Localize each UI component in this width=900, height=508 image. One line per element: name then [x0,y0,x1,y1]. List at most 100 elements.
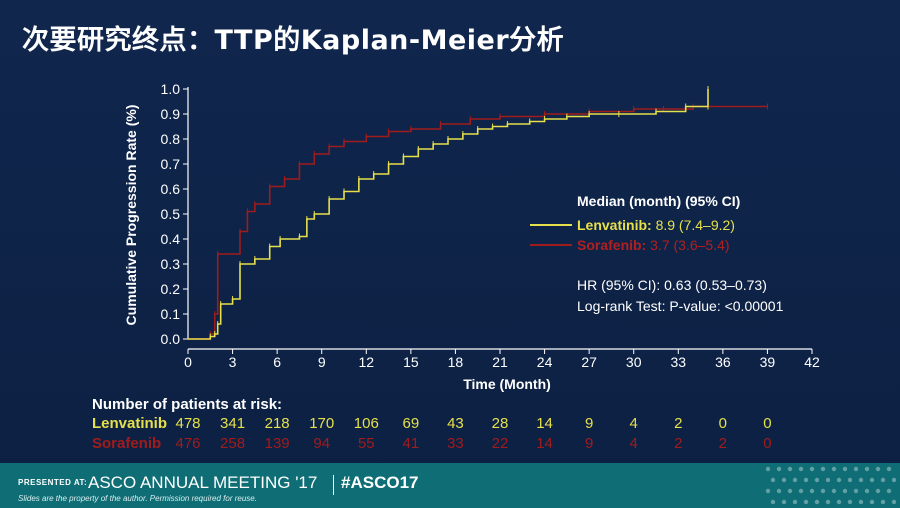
footer-dot [825,477,831,483]
risk-value: 106 [353,415,379,432]
footer-dot [869,499,875,505]
footer-dot [858,499,864,505]
footer-dot [776,466,782,472]
y-tick-label: 0.9 [161,106,181,122]
footer-dot [803,499,809,505]
footer-dot [853,466,859,472]
footer-dot-pattern [765,466,897,505]
footer-dot [847,499,853,505]
risk-value: 9 [584,415,594,432]
y-tick-label: 0.8 [161,131,181,147]
risk-value: 28 [491,415,509,432]
footer-dot [803,477,809,483]
risk-value: 170 [309,415,335,432]
risk-value: 94 [313,435,331,452]
series-line-lenvatinib [188,89,709,340]
footer-dot [880,477,886,483]
footer-dot [864,488,870,494]
footer-dot [770,499,776,505]
x-tick-label: 30 [626,354,642,370]
risk-value: 4 [629,435,638,452]
footer-dot [869,477,875,483]
km-chart: 0.00.10.20.30.40.50.60.70.80.91.00 3 6 9 12 1… [123,81,820,392]
legend-entry-sorafenib: Sorafenib: 3.7 (3.6–5.4) [577,237,730,253]
footer-dot [831,466,837,472]
legend-entry-lenvatinib: Lenvatinib: 8.9 (7.4–9.2) [577,217,735,233]
legend-median-sorafenib: 3.7 (3.6–5.4) [650,237,729,253]
footer-dot [864,466,870,472]
risk-value: 14 [536,415,553,432]
x-tick-label: 27 [581,354,597,370]
footer-dot [875,488,881,494]
x-tick-label: 0 [184,354,192,370]
footer-dot [787,466,793,472]
footer-dot [891,499,897,505]
footer-dot [858,477,864,483]
risk-value: 4 [629,415,638,432]
meeting-hashtag: #ASCO17 [341,473,419,492]
y-tick-label: 0.3 [161,256,181,272]
risk-value: 69 [402,415,420,432]
y-tick-label: 0.4 [161,231,181,247]
legend-title: Median (month) (95% CI) [577,193,740,209]
risk-value: 14 [536,435,553,452]
risk-value: 218 [264,415,290,432]
y-tick-label: 0.6 [161,181,181,197]
risk-value: 55 [357,435,375,452]
footer-dot [781,499,787,505]
hr-annotation: HR (95% CI): 0.63 (0.53–0.73) [577,277,767,293]
footer-dot [798,488,804,494]
x-tick-label: 39 [760,354,776,370]
risk-value: 0 [718,415,728,432]
footer-dot [875,466,881,472]
footer-dot [842,466,848,472]
risk-value: 9 [584,435,594,452]
risk-value: 341 [220,415,246,432]
footer-dot [831,488,837,494]
footer-dot [814,499,820,505]
risk-value: 0 [763,435,772,452]
risk-value: 22 [491,435,509,452]
footer-dot [814,477,820,483]
footer-dot [792,499,798,505]
y-tick-label: 1.0 [161,81,181,97]
footer-dot [798,466,804,472]
footer-dot [880,499,886,505]
footer-dot [809,488,815,494]
x-tick-label: 33 [670,354,686,370]
footer-dot [765,488,771,494]
x-tick-label: 42 [804,354,820,370]
footer-dot [792,477,798,483]
risk-value: 258 [220,435,246,452]
risk-value: 2 [674,415,683,432]
risk-value: 33 [447,435,464,452]
logrank-annotation: Log-rank Test: P-value: <0.00001 [577,298,784,314]
footer-dot [820,488,826,494]
x-tick-label: 18 [448,354,464,370]
footer-divider [333,475,334,495]
footer-dot [886,466,892,472]
footer-dot [809,466,815,472]
risk-value: 2 [718,435,728,452]
risk-row-label: Sorafenib [92,435,162,452]
x-tick-label: 21 [492,354,508,370]
footer-bar: PRESENTED AT: ASCO ANNUAL MEETING '17 #A… [0,463,900,508]
risk-row-lenvatinib: Lenvatinib 478 341 218 170 106 69 43 28 14 9 4 2 0 0 [92,415,892,433]
presented-at-label: PRESENTED AT: [18,478,88,487]
y-tick-label: 0.2 [161,281,181,297]
chart-series [188,86,768,340]
y-tick-label: 0.5 [161,206,181,222]
series-line-sorafenib [188,105,768,340]
legend-name-sorafenib: Sorafenib [577,237,642,253]
legend-name-lenvatinib: Lenvatinib [577,217,647,233]
legend: Median (month) (95% CI) Lenvatinib: 8.9 … [530,193,784,314]
risk-value: 478 [175,415,201,432]
risk-value: 476 [175,435,201,452]
footer-dot [781,477,787,483]
x-tick-label: 9 [318,354,326,370]
chart-axes: 0.00.10.20.30.40.50.60.70.80.91.00 3 6 9 12 1… [161,81,820,370]
x-tick-label: 24 [537,354,553,370]
risk-value: 139 [264,435,290,452]
y-tick-label: 0.1 [161,306,181,322]
